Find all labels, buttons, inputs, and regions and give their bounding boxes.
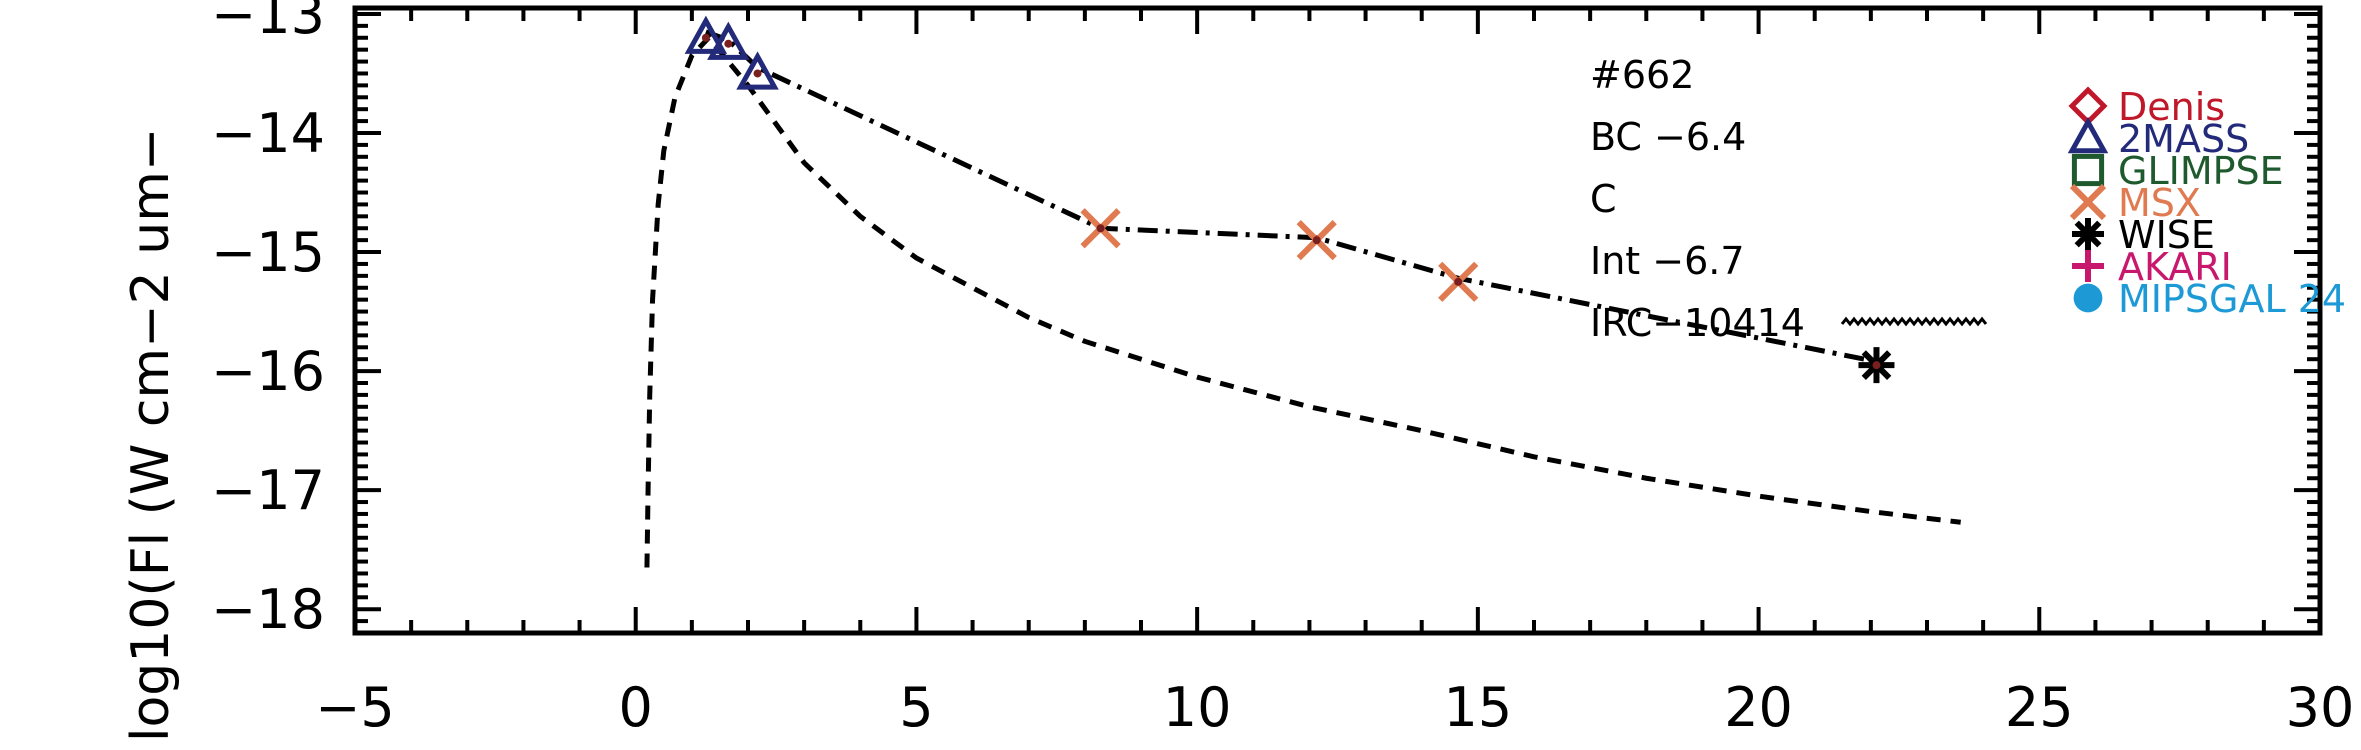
model-lines [644, 29, 1961, 568]
x-tick-label: 15 [1443, 676, 1512, 739]
y-tick-label: −14 [211, 102, 325, 165]
annotation-line: Int −6.7 [1590, 239, 1745, 283]
legend-label: MSX [2118, 181, 2201, 225]
y-axis-label: log10(Fl (W cm−2 um− [121, 128, 181, 742]
point-2mass [736, 51, 779, 90]
y-tick-label: −18 [211, 578, 325, 641]
point-center [1312, 236, 1321, 245]
y-tick-label: −15 [211, 221, 325, 284]
x-tick-label: 0 [619, 676, 653, 739]
annotation-wave [1840, 316, 1988, 327]
legend-label: WISE [2118, 213, 2215, 257]
annotation-line: #662 [1590, 53, 1694, 97]
y-tick-label: −13 [211, 0, 325, 46]
annotation-line: C [1590, 177, 1617, 221]
x-tick-labels: −5 0 5 10 15 20 25 30 [315, 676, 2354, 739]
annotation-line: IRC−10414 [1590, 301, 1805, 345]
y-tick-label: −16 [211, 340, 325, 403]
legend-label: GLIMPSE [2118, 149, 2284, 193]
point-center [1096, 224, 1105, 233]
legend-label: AKARI [2118, 245, 2232, 289]
data-markers [684, 15, 1895, 384]
point-center [1872, 361, 1881, 370]
plot-frame [352, 5, 2323, 636]
x-tick-label: 5 [899, 676, 933, 739]
point-2mass [684, 15, 728, 54]
y-tick-labels: −13 −14 −15 −16 −17 −18 [211, 0, 325, 641]
x-tick-label: 30 [2286, 676, 2355, 739]
x-tick-label: 25 [2005, 676, 2074, 739]
x-tick-label: 10 [1163, 676, 1232, 739]
x-tick-label: 20 [1724, 676, 1793, 739]
legend-marker-msx [2069, 183, 2107, 221]
point-center [701, 33, 710, 42]
legend-marker-wise [2072, 218, 2104, 250]
legend-marker-akari [2072, 250, 2104, 282]
legend-label: Denis [2118, 85, 2225, 129]
legend-label: MIPSGAL 24 [2118, 277, 2346, 321]
annotation-line: BC −6.4 [1590, 115, 1746, 159]
legend-marker-mipsgal-24 [2073, 283, 2103, 313]
point-center [1454, 277, 1463, 286]
legend-marker-2mass [2067, 116, 2109, 154]
point-2mass [707, 21, 750, 60]
annotations: #662 BC −6.4 C Int −6.7 IRC−10414 [1590, 53, 1988, 345]
point-center [724, 39, 733, 48]
legend-marker-glimpse [2071, 153, 2105, 187]
dashed-line [644, 33, 1961, 568]
x-tick-label: −5 [315, 676, 395, 739]
legend-label: 2MASS [2118, 117, 2249, 161]
point-center [753, 69, 762, 78]
y-tick-label: −17 [211, 459, 325, 522]
